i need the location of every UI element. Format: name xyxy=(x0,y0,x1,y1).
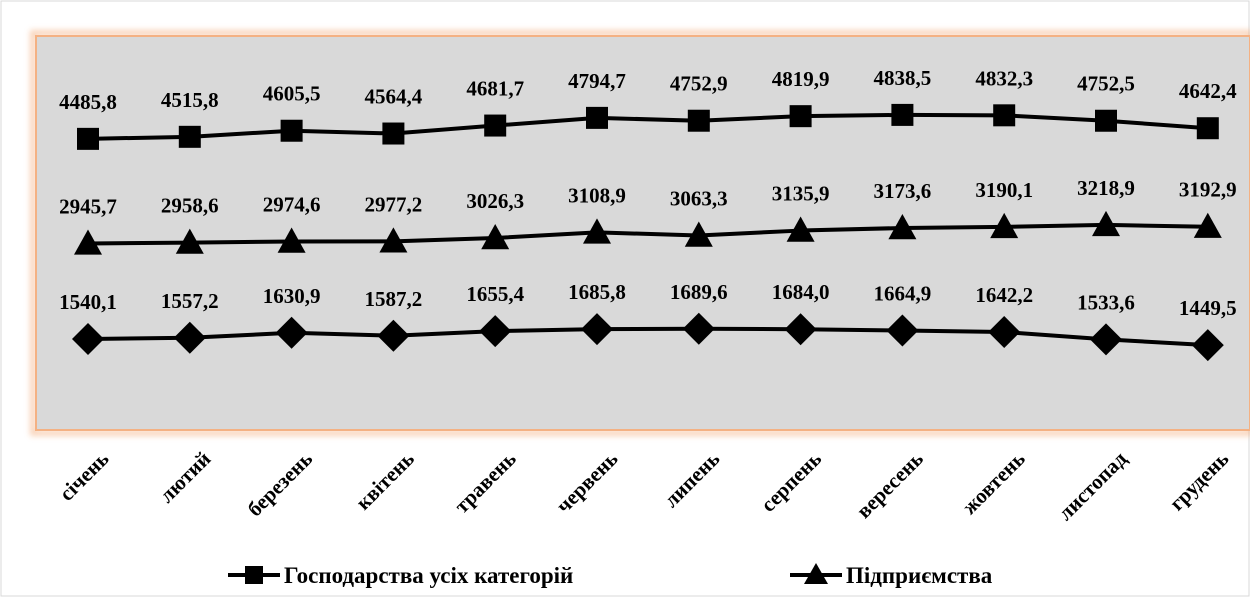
series-1-point xyxy=(789,105,812,128)
data-label: 4642,4 xyxy=(1179,79,1237,103)
series-1-line xyxy=(87,112,1208,141)
data-label: 3108,9 xyxy=(568,183,626,207)
series-2 xyxy=(74,210,1222,255)
data-label: 4819,9 xyxy=(772,67,830,91)
series-3-point xyxy=(886,314,919,347)
data-label: 1557,2 xyxy=(161,289,219,313)
series-1-point xyxy=(891,103,914,126)
series-2-point xyxy=(888,214,917,240)
series-2-point xyxy=(1092,210,1120,237)
data-label: 2977,2 xyxy=(365,192,423,216)
series-3-point xyxy=(479,315,512,348)
series-3-point xyxy=(682,312,715,345)
series-layer xyxy=(72,103,1224,362)
series-2-line xyxy=(87,222,1208,246)
data-label: 2974,6 xyxy=(263,193,321,217)
legend: Господарства усіх категорій Підприємства xyxy=(228,563,993,588)
data-label: 3218,9 xyxy=(1077,176,1135,200)
data-label-layer: 4485,8 4515,8 4605,5 4564,4 4681,7 4794,7 4752… xyxy=(59,66,1237,320)
series-1-point xyxy=(1196,117,1219,140)
data-label: 3173,6 xyxy=(874,179,932,203)
series-2-point xyxy=(74,229,102,255)
series-1-point xyxy=(484,114,507,137)
data-label: 1689,6 xyxy=(670,280,728,304)
legend-triangle-marker xyxy=(804,563,828,584)
data-label: 4838,5 xyxy=(874,66,932,90)
series-2-point xyxy=(684,221,713,247)
legend-label: Підприємства xyxy=(846,563,993,588)
series-1-point xyxy=(178,125,201,148)
data-label: 3192,9 xyxy=(1179,178,1237,202)
data-label: 3026,3 xyxy=(466,189,524,213)
series-3-point xyxy=(988,316,1021,349)
legend-entry: Господарства усіх категорій xyxy=(228,563,573,588)
series-2-point xyxy=(277,227,306,253)
data-label: 1664,9 xyxy=(874,281,932,305)
data-label: 4752,5 xyxy=(1077,72,1135,96)
data-label: 3135,9 xyxy=(772,182,830,206)
series-1-point xyxy=(993,104,1016,127)
series-2-point xyxy=(990,212,1019,239)
data-label: 4832,3 xyxy=(975,66,1033,90)
series-1-point xyxy=(280,119,303,142)
legend-entry: Підприємства xyxy=(790,563,993,588)
series-2-point xyxy=(583,218,611,244)
data-label: 1587,2 xyxy=(365,287,423,311)
series-1-point xyxy=(382,122,405,145)
data-label: 1655,4 xyxy=(466,282,524,306)
series-3-point xyxy=(275,316,308,349)
series-3-point xyxy=(1191,329,1224,362)
data-label: 4485,8 xyxy=(59,90,117,114)
legend-label: Господарства усіх категорій xyxy=(284,563,573,588)
data-label: 1630,9 xyxy=(263,284,321,308)
legend-square-marker xyxy=(245,566,263,584)
series-3-point xyxy=(72,322,104,355)
series-2-point xyxy=(379,227,408,253)
data-label: 1642,2 xyxy=(975,283,1033,307)
series-3-point xyxy=(1090,323,1122,356)
data-label: 4794,7 xyxy=(568,69,626,93)
data-label: 1684,0 xyxy=(772,280,830,304)
series-3-point xyxy=(581,313,613,346)
series-2-point xyxy=(786,216,815,242)
series-3-point xyxy=(784,313,817,346)
series-1-point xyxy=(1095,109,1117,132)
data-label: 4515,8 xyxy=(161,88,219,112)
series-2-point xyxy=(481,224,510,250)
data-label: 1449,5 xyxy=(1179,296,1237,320)
data-label: 1533,6 xyxy=(1077,290,1135,314)
plot-area-glow xyxy=(30,30,1250,436)
data-label: 4681,7 xyxy=(466,77,524,101)
data-label: 3190,1 xyxy=(975,178,1033,202)
data-label: 4564,4 xyxy=(365,85,423,109)
series-1-point xyxy=(586,106,608,129)
series-1 xyxy=(77,103,1219,150)
data-label: 1540,1 xyxy=(59,290,117,314)
series-2-point xyxy=(1193,212,1222,238)
series-3 xyxy=(72,312,1224,362)
data-label: 4605,5 xyxy=(263,82,321,106)
data-label: 2958,6 xyxy=(161,194,219,218)
series-1-point xyxy=(687,109,710,132)
data-label: 2945,7 xyxy=(59,194,117,218)
data-label: 3063,3 xyxy=(670,186,728,210)
data-label: 4752,9 xyxy=(670,72,728,96)
series-2-point xyxy=(175,228,204,254)
series-3-line xyxy=(87,326,1208,348)
data-label: 1685,8 xyxy=(568,280,626,304)
series-1-point xyxy=(77,127,99,150)
series-3-point xyxy=(377,319,410,352)
series-3-point xyxy=(173,321,206,354)
